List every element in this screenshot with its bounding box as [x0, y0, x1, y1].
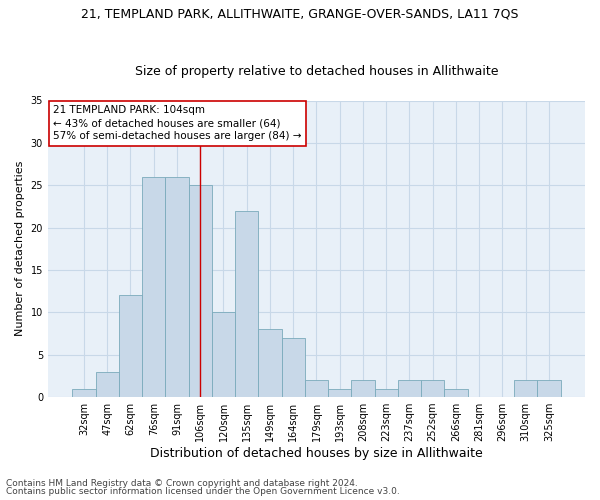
X-axis label: Distribution of detached houses by size in Allithwaite: Distribution of detached houses by size … [150, 447, 483, 460]
Bar [166, 177, 188, 397]
Text: Contains public sector information licensed under the Open Government Licence v3: Contains public sector information licen… [6, 487, 400, 496]
Bar [421, 380, 445, 397]
Bar [398, 380, 421, 397]
Y-axis label: Number of detached properties: Number of detached properties [15, 161, 25, 336]
Bar [514, 380, 538, 397]
Text: Contains HM Land Registry data © Crown copyright and database right 2024.: Contains HM Land Registry data © Crown c… [6, 478, 358, 488]
Bar [119, 296, 142, 397]
Bar [212, 312, 235, 397]
Bar [142, 177, 166, 397]
Bar [374, 388, 398, 397]
Text: 21 TEMPLAND PARK: 104sqm
← 43% of detached houses are smaller (64)
57% of semi-d: 21 TEMPLAND PARK: 104sqm ← 43% of detach… [53, 105, 302, 142]
Bar [95, 372, 119, 397]
Bar [188, 185, 212, 397]
Bar [305, 380, 328, 397]
Bar [73, 388, 95, 397]
Bar [328, 388, 352, 397]
Bar [281, 338, 305, 397]
Bar [235, 210, 259, 397]
Bar [352, 380, 374, 397]
Text: 21, TEMPLAND PARK, ALLITHWAITE, GRANGE-OVER-SANDS, LA11 7QS: 21, TEMPLAND PARK, ALLITHWAITE, GRANGE-O… [81, 8, 519, 20]
Bar [445, 388, 467, 397]
Bar [538, 380, 560, 397]
Bar [259, 330, 281, 397]
Title: Size of property relative to detached houses in Allithwaite: Size of property relative to detached ho… [135, 66, 498, 78]
